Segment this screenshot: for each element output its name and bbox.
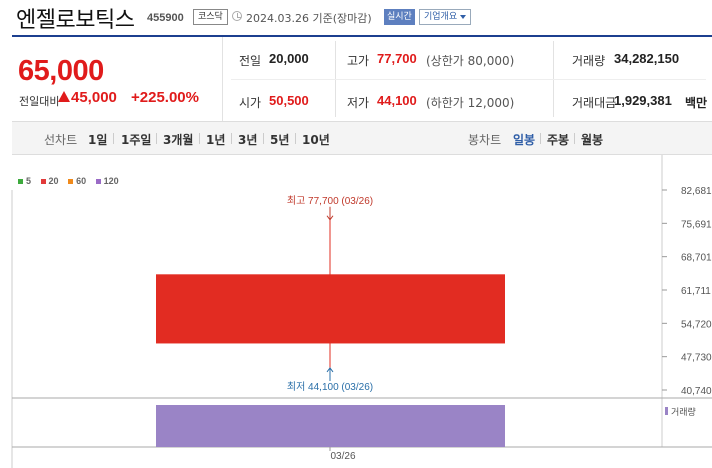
high-value: 77,700 bbox=[377, 51, 417, 66]
prev-close-value: 20,000 bbox=[269, 51, 309, 66]
trade-amount-unit: 백만 bbox=[685, 96, 708, 110]
y-tick-label: 68,701 bbox=[681, 253, 712, 264]
y-tick-label: 40,740 bbox=[681, 386, 712, 397]
high-label: 고가 bbox=[347, 54, 370, 68]
line-chart-label: 선차트 bbox=[44, 133, 78, 147]
candle-daily[interactable]: 일봉 bbox=[513, 133, 536, 147]
legend-swatch bbox=[18, 179, 23, 185]
high-cell: 고가 77,700 (상한가 80,000) bbox=[336, 37, 546, 79]
legend-label: 120 bbox=[103, 176, 119, 186]
period-3y[interactable]: 3년 bbox=[238, 133, 258, 147]
current-price: 65,000 bbox=[18, 55, 104, 87]
change-label: 전일대비 bbox=[19, 95, 60, 108]
change-percent: +225.00% bbox=[131, 89, 199, 106]
open-label: 시가 bbox=[239, 96, 262, 110]
separator bbox=[156, 133, 157, 144]
prev-close-label: 전일 bbox=[239, 54, 262, 68]
row-divider bbox=[231, 79, 706, 80]
period-1w[interactable]: 1주일 bbox=[121, 133, 152, 147]
volume-legend-label: 거래량 bbox=[671, 406, 696, 417]
stock-header: 엔젤로보틱스 455900 코스닥 2024.03.26 기준(장마감) 실시간… bbox=[0, 0, 712, 36]
volume-layer bbox=[156, 405, 668, 447]
y-tick-label: 61,711 bbox=[681, 286, 711, 297]
trade-amount-label: 거래대금 bbox=[572, 96, 617, 110]
separator bbox=[263, 133, 264, 144]
separator bbox=[295, 133, 296, 144]
clock-icon bbox=[232, 11, 242, 21]
stock-code: 455900 bbox=[147, 12, 184, 24]
volume-cell: 거래량 34,282,150 bbox=[554, 37, 712, 79]
company-overview-button[interactable]: 기업개요 bbox=[419, 9, 472, 25]
legend-ma20: 20 bbox=[40, 176, 59, 186]
y-tick-label: 82,681 bbox=[681, 186, 712, 197]
separator bbox=[199, 133, 200, 144]
chart-toolbar: 선차트 1일 1주일 3개월 1년 3년 5년 10년 봉차트 일봉 주봉 월봉 bbox=[12, 121, 712, 155]
grid-layer bbox=[11, 155, 712, 468]
chevron-down-icon bbox=[460, 14, 467, 19]
volume-label: 거래량 bbox=[572, 54, 606, 68]
trade-amount-value: 1,929,381 bbox=[614, 93, 672, 108]
price-summary: 65,000 전일대비 45,000 +225.00% 전일 20,000 고가… bbox=[12, 35, 712, 121]
y-tick-label: 75,691 bbox=[681, 219, 712, 230]
current-price-panel: 65,000 전일대비 45,000 +225.00% bbox=[12, 37, 223, 121]
separator bbox=[540, 133, 541, 144]
volume-value: 34,282,150 bbox=[614, 51, 680, 66]
low-value: 44,100 bbox=[377, 93, 417, 108]
prev-close-cell: 전일 20,000 bbox=[223, 37, 323, 79]
legend-swatch bbox=[68, 179, 74, 185]
legend-swatch bbox=[95, 179, 101, 185]
ma-legend: 5 20 60 120 bbox=[18, 176, 126, 186]
low-annotation: 최저 44,100 (03/26) bbox=[287, 381, 373, 393]
period-1d[interactable]: 1일 bbox=[88, 133, 108, 147]
candle-monthly[interactable]: 월봉 bbox=[581, 133, 604, 147]
low-label: 저가 bbox=[347, 96, 370, 110]
open-value: 50,500 bbox=[269, 93, 309, 108]
open-cell: 시가 50,500 bbox=[223, 79, 323, 121]
legend-swatch bbox=[40, 179, 46, 185]
legend-ma60: 60 bbox=[68, 176, 86, 186]
price-info-grid: 전일 20,000 고가 77,700 (상한가 80,000) 거래량 34,… bbox=[223, 37, 712, 121]
separator bbox=[574, 133, 575, 144]
legend-ma5: 5 bbox=[18, 176, 31, 186]
legend-label: 5 bbox=[26, 176, 32, 186]
period-10y[interactable]: 10년 bbox=[302, 133, 330, 147]
stock-name: 엔젤로보틱스 bbox=[16, 8, 135, 33]
volume-legend-swatch bbox=[665, 407, 668, 415]
separator bbox=[231, 133, 232, 144]
high-arrow-head bbox=[326, 215, 334, 221]
candle-layer bbox=[156, 213, 505, 374]
y-tick-label: 54,720 bbox=[681, 319, 712, 330]
legend-ma120: 120 bbox=[95, 176, 119, 186]
y-tick-label: 47,730 bbox=[681, 353, 712, 364]
trade-amount-cell: 거래대금 1,929,381 백만 bbox=[554, 79, 712, 121]
market-badge: 코스닥 bbox=[193, 9, 228, 25]
up-arrow-icon bbox=[58, 91, 70, 102]
high-annotation: 최고 77,700 (03/26) bbox=[287, 195, 373, 207]
candle-body bbox=[156, 274, 505, 344]
candle-weekly[interactable]: 주봉 bbox=[547, 133, 570, 147]
separator bbox=[113, 133, 114, 144]
volume-bar bbox=[156, 405, 505, 447]
x-tick-label: 03/26 bbox=[330, 451, 355, 462]
candle-chart-label: 봉차트 bbox=[468, 133, 502, 147]
change-value: 45,000 bbox=[71, 89, 117, 106]
period-5y[interactable]: 5년 bbox=[270, 133, 290, 147]
label-layer: 82,681 75,691 68,701 61,711 54,720 47,730 40,7… bbox=[287, 186, 712, 462]
low-arrow-head bbox=[326, 367, 334, 373]
period-3m[interactable]: 3개월 bbox=[163, 133, 194, 147]
legend-label: 20 bbox=[48, 176, 59, 186]
low-cell: 저가 44,100 (하한가 12,000) bbox=[336, 79, 546, 121]
realtime-button[interactable]: 실시간 bbox=[384, 9, 415, 25]
timestamp: 2024.03.26 기준(장마감) bbox=[246, 12, 372, 25]
upper-limit: (상한가 80,000) bbox=[426, 54, 515, 68]
period-1y[interactable]: 1년 bbox=[206, 133, 226, 147]
legend-label: 60 bbox=[76, 176, 87, 186]
lower-limit: (하한가 12,000) bbox=[426, 96, 515, 110]
company-overview-label: 기업개요 bbox=[424, 12, 458, 22]
